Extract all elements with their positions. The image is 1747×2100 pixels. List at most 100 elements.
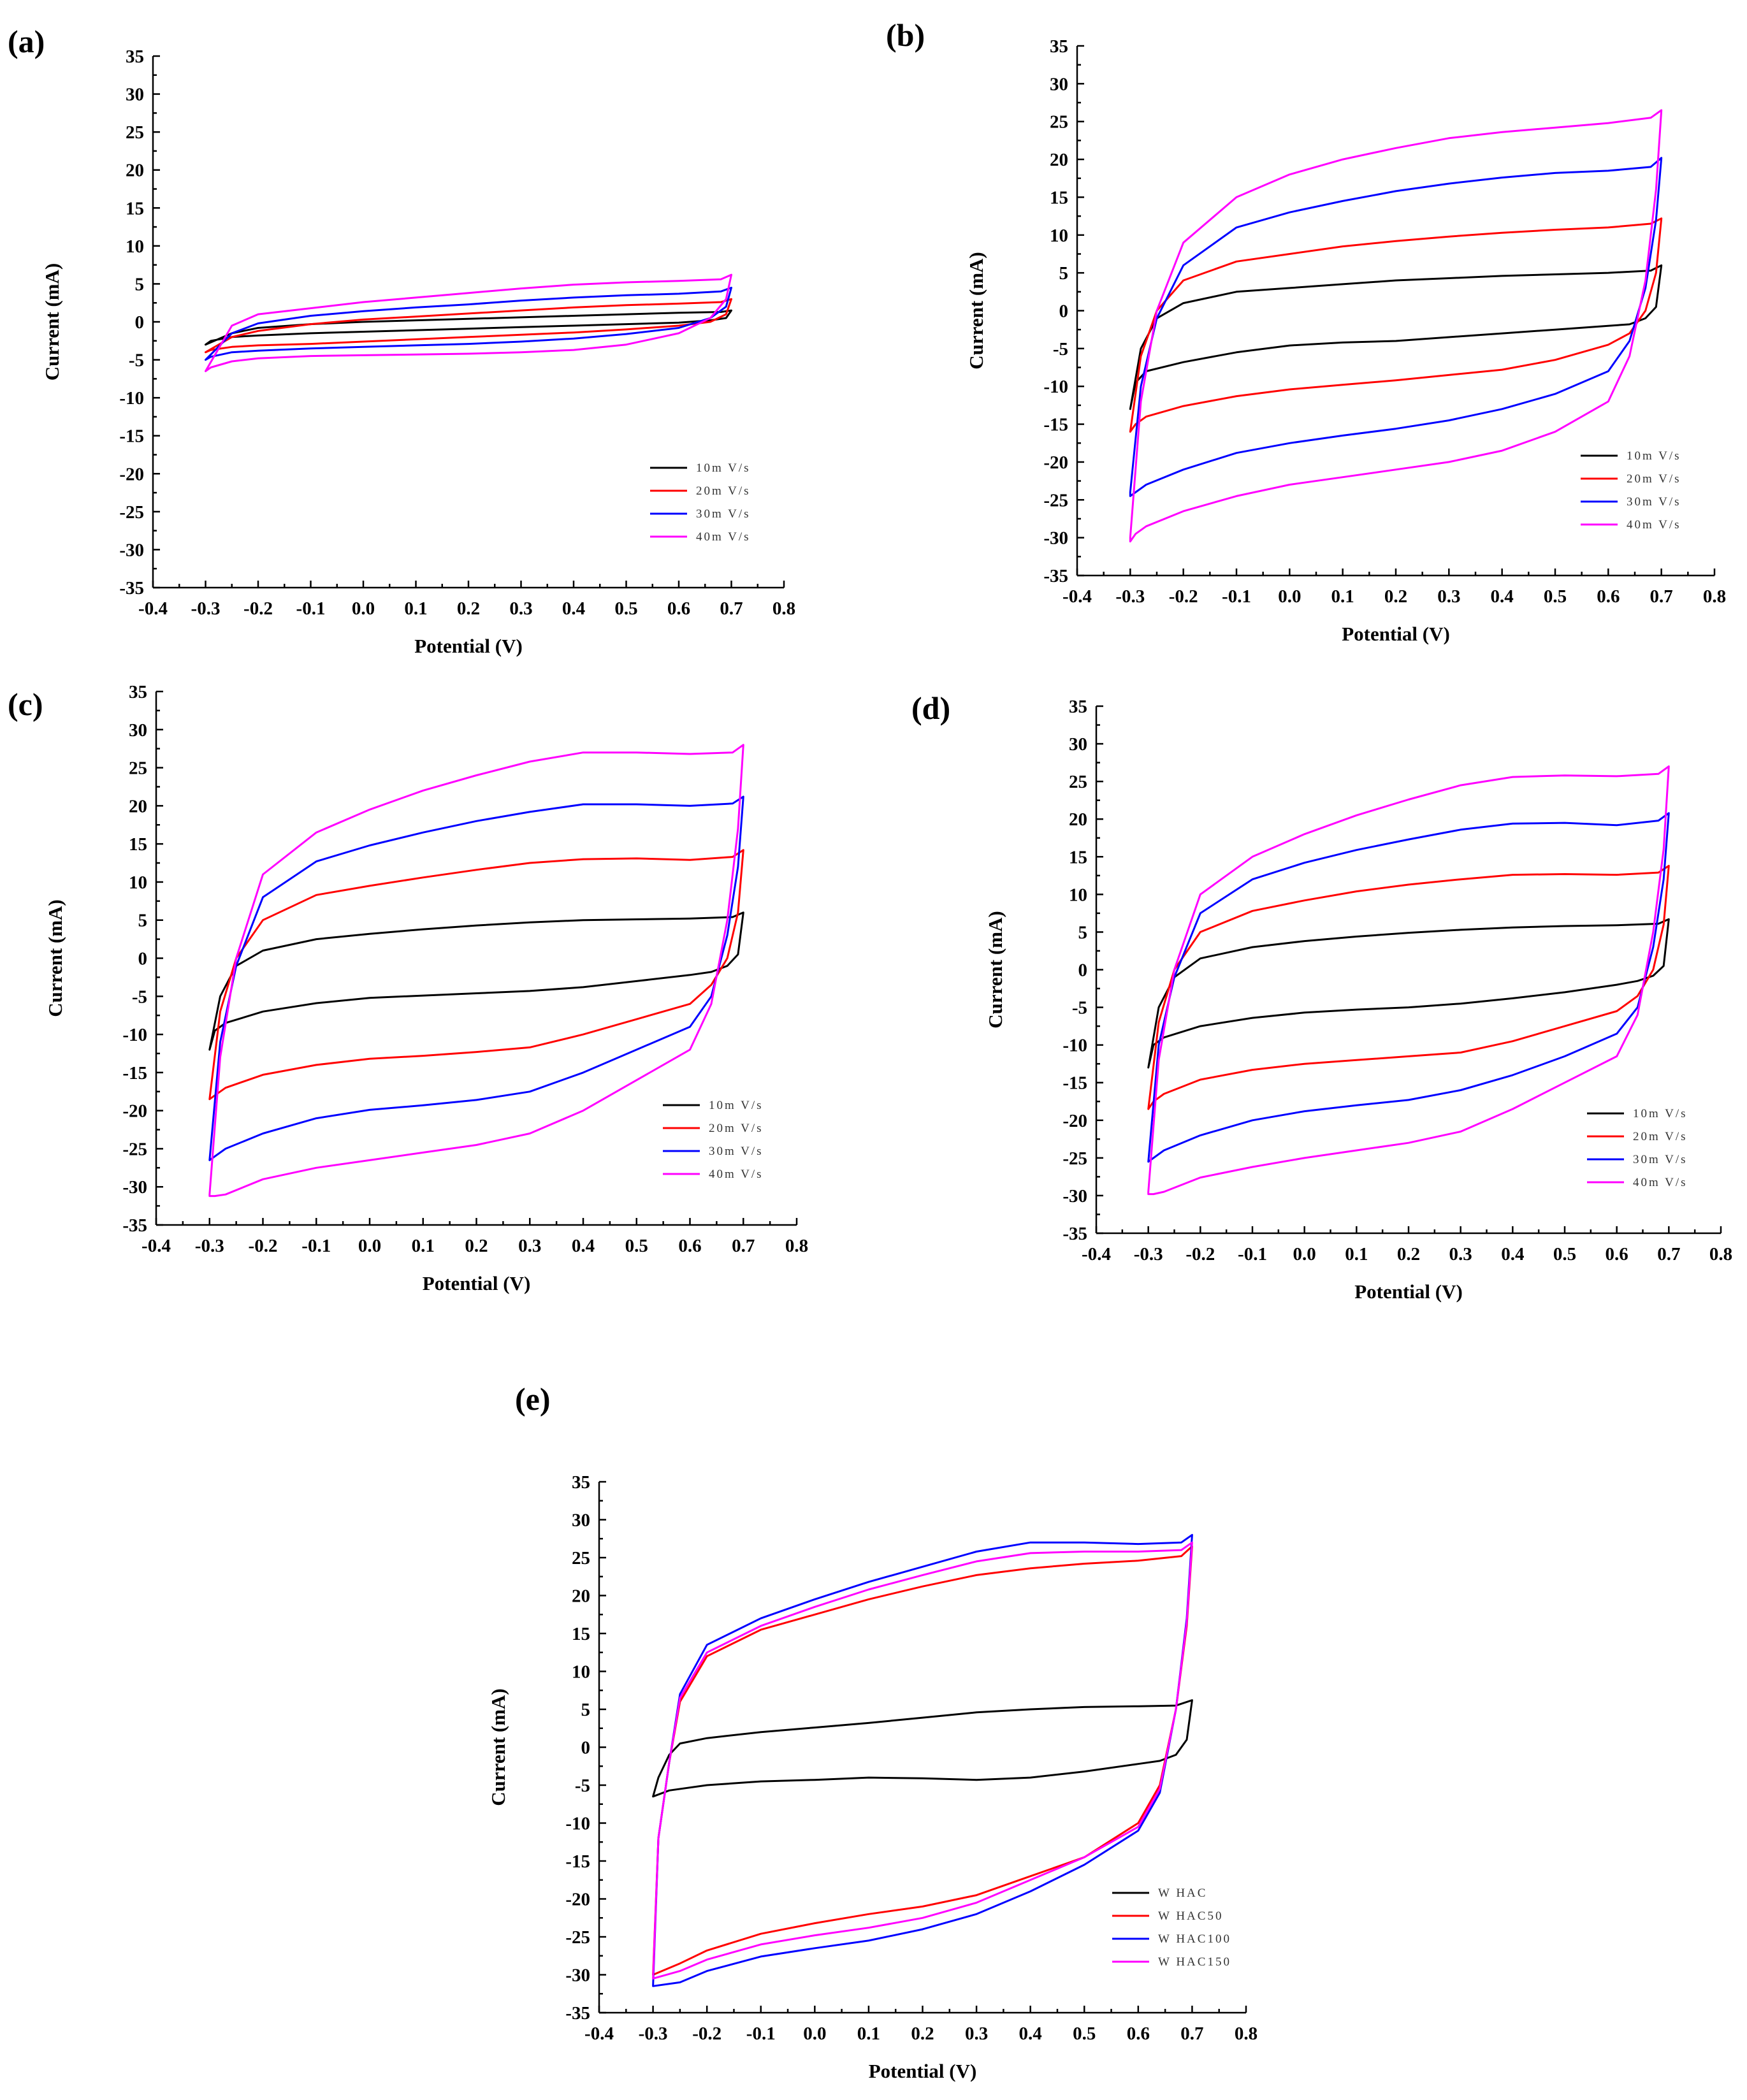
y-tick-label: 30	[129, 720, 147, 741]
series-line-b-2	[1129, 217, 1663, 433]
legend-label: 30m V/s	[1627, 495, 1681, 509]
legend-label: W HAC	[1158, 1886, 1207, 1900]
legend-label: 20m V/s	[696, 484, 751, 498]
y-tick-label: 5	[135, 274, 145, 294]
y-tick-label: 30	[572, 1510, 590, 1531]
series-line-c-2	[208, 849, 744, 1101]
y-tick-label: -10	[1062, 1036, 1087, 1056]
y-tick-label: 35	[1050, 36, 1068, 57]
x-tick-label: 0.3	[1449, 1244, 1472, 1264]
y-tick-label: 25	[1069, 772, 1087, 792]
y-tick-label: 10	[126, 236, 144, 257]
x-tick-label: 0.3	[965, 2024, 988, 2044]
legend-label: W HAC100	[1158, 1932, 1231, 1946]
x-tick-label: -0.3	[195, 1236, 224, 1256]
y-tick-label: -25	[1062, 1148, 1087, 1169]
x-tick-label: 0.2	[911, 2024, 934, 2044]
x-tick-label: -0.1	[1222, 586, 1251, 607]
y-tick-label: 0	[138, 949, 148, 969]
chart-panel-a: -0.4 -0.3 -0.2 -0.1 0.0 0.1 0.2 0.3 0.4 0.5 0.6 0.7…	[41, 47, 795, 657]
x-tick-label: 0.0	[803, 2024, 826, 2044]
x-tick-label: 0.3	[518, 1236, 541, 1256]
chart-panel-e: -0.4 -0.3 -0.2 -0.1 0.0 0.1 0.2 0.3 0.4 0.5 0.6 0.7…	[487, 1472, 1258, 2082]
x-tick-label: 0.7	[1650, 586, 1673, 607]
x-tick-label: 0.8	[785, 1236, 808, 1256]
y-tick-label: 10	[129, 873, 147, 893]
x-tick-label: 0.1	[857, 2024, 880, 2044]
y-tick-label: -20	[1043, 453, 1068, 473]
x-tick-label: 0.2	[1397, 1244, 1420, 1264]
x-tick-label: 0.3	[1437, 586, 1460, 607]
x-tick-label: 0.8	[1703, 586, 1726, 607]
y-tick-label: 5	[138, 911, 148, 931]
panel-label-d: (d)	[911, 690, 950, 726]
y-tick-label: -20	[122, 1101, 147, 1122]
legend-label: 10m V/s	[1627, 449, 1681, 463]
y-tick-label: 15	[129, 834, 147, 855]
x-tick-label: -0.4	[138, 598, 168, 619]
x-tick-label: 0.4	[1491, 586, 1514, 607]
x-tick-label: 0.5	[1544, 586, 1567, 607]
y-tick-label: 20	[129, 796, 147, 816]
x-tick-label: 0.1	[412, 1236, 435, 1256]
x-tick-label: 0.5	[614, 598, 637, 619]
legend-label: 30m V/s	[696, 507, 751, 521]
panel-label-a: (a)	[8, 24, 45, 59]
series-line-b-4	[1129, 109, 1663, 543]
x-axis-title: Potential (V)	[1354, 1280, 1463, 1303]
series-line-d-4	[1147, 765, 1670, 1196]
x-axis-title: Potential (V)	[869, 2060, 977, 2082]
x-tick-label: -0.1	[301, 1236, 331, 1256]
y-axis-title: Current (mA)	[41, 263, 63, 381]
legend-label: W HAC150	[1158, 1955, 1231, 1969]
y-tick-label: 25	[126, 122, 144, 143]
x-tick-label: -0.4	[584, 2024, 614, 2044]
x-tick-label: 0.6	[667, 598, 690, 619]
y-tick-label: -35	[1043, 566, 1068, 586]
legend-label: 40m V/s	[1627, 518, 1681, 532]
x-tick-label: -0.2	[1169, 586, 1198, 607]
legend-label: 40m V/s	[696, 530, 751, 544]
y-tick-label: -30	[565, 1966, 590, 1986]
x-tick-label: 0.5	[1073, 2024, 1096, 2044]
x-tick-label: 0.2	[457, 598, 480, 619]
x-tick-label: -0.2	[1185, 1244, 1215, 1264]
y-tick-label: -10	[565, 1814, 590, 1834]
x-axis-title: Potential (V)	[414, 635, 523, 657]
y-tick-label: -30	[1062, 1186, 1087, 1206]
y-tick-label: -20	[119, 464, 144, 484]
series-line-b-3	[1129, 157, 1663, 497]
y-tick-label: -25	[122, 1139, 147, 1159]
y-tick-label: 20	[126, 161, 144, 181]
y-tick-label: -35	[122, 1215, 147, 1236]
y-tick-label: -35	[119, 578, 144, 598]
x-tick-label: 0.1	[404, 598, 427, 619]
x-tick-label: -0.2	[243, 598, 273, 619]
series-line-a-4	[205, 273, 732, 372]
y-tick-label: 10	[1069, 885, 1087, 905]
x-tick-label: 0.4	[572, 1236, 595, 1256]
x-tick-label: 0.6	[678, 1236, 701, 1256]
legend-label: 20m V/s	[1627, 472, 1681, 486]
y-tick-label: 25	[572, 1548, 590, 1568]
y-tick-label: -30	[1043, 528, 1068, 549]
legend-label: 30m V/s	[1633, 1153, 1688, 1166]
x-tick-label: 0.0	[352, 598, 375, 619]
x-tick-label: -0.1	[1238, 1244, 1267, 1264]
y-tick-label: -25	[1043, 490, 1068, 511]
y-axis-title: Current (mA)	[965, 252, 987, 370]
y-tick-label: 5	[581, 1700, 591, 1720]
y-axis-title: Current (mA)	[487, 1688, 509, 1806]
panel-label-c: (c)	[8, 686, 43, 722]
chart-panel-d: -0.4 -0.3 -0.2 -0.1 0.0 0.1 0.2 0.3 0.4 0.5 0.6 0.7…	[984, 697, 1732, 1303]
y-tick-label: 35	[129, 682, 147, 702]
y-tick-label: -5	[575, 1776, 590, 1796]
x-axis-title: Potential (V)	[423, 1272, 531, 1294]
legend-label: 40m V/s	[709, 1168, 764, 1181]
series-line-a-1	[205, 309, 732, 346]
x-tick-label: 0.0	[358, 1236, 381, 1256]
y-tick-label: 15	[572, 1624, 590, 1644]
series-line-c-4	[208, 744, 744, 1198]
series-line-d-1	[1147, 918, 1670, 1069]
